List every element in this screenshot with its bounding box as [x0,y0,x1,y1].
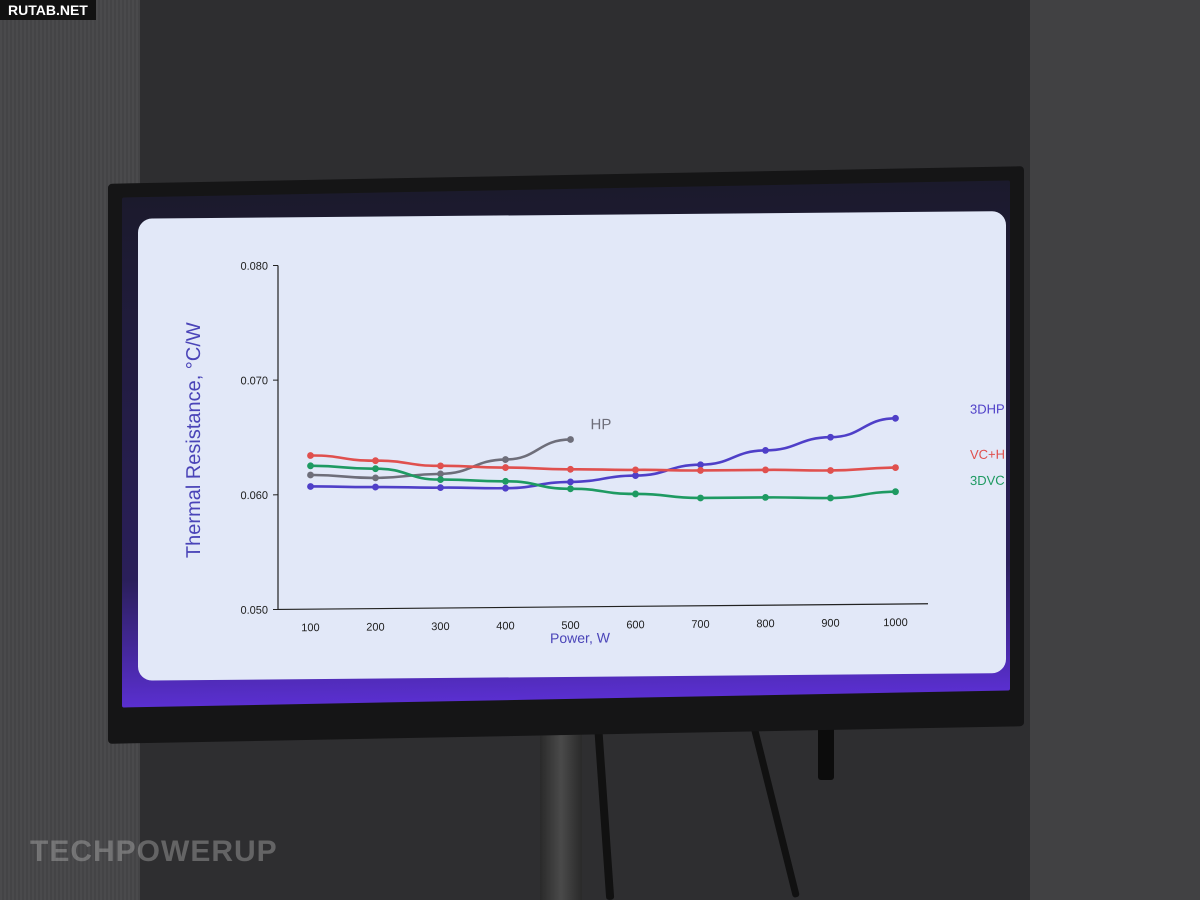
series-line-3dhp [310,417,896,490]
data-point [502,484,509,492]
data-point [632,472,639,480]
data-point [892,414,899,422]
x-tick-label: 600 [626,619,644,631]
series-label: 3DHP [970,401,1005,416]
data-point [827,467,834,474]
presentation-slide: 0.050 0.060 0.070 0.080 100 200 300 400 500 600 7… [138,211,1006,681]
data-point [307,483,314,490]
series-label: HP [591,416,612,433]
data-point [827,494,834,502]
series-line-3dvc [310,464,896,500]
data-point [697,467,704,474]
data-point [437,470,444,478]
y-tick-label: 0.070 [240,375,268,387]
data-point [827,433,834,441]
data-point [372,483,379,491]
x-tick-label: 1000 [883,617,907,629]
cable [818,720,834,780]
data-point [697,461,704,469]
x-tick-label: 200 [366,622,384,634]
watermark: TECHPOWERUP [30,835,278,868]
x-tick-label: 300 [431,621,449,633]
data-point [632,466,639,474]
series-label: VC+HP [970,447,1006,462]
y-tick-labels: 0.050 0.060 0.070 0.080 [240,261,278,617]
data-point [372,474,379,482]
data-point [632,490,639,498]
series-labels: HP 3DHP VC+HP 3DVC [591,401,1007,488]
series-line-vc-hp [310,454,896,472]
x-axis-label: Power, W [550,630,611,647]
data-point [372,465,379,473]
data-point [307,452,314,459]
x-axis-line [278,603,928,611]
data-point [762,446,769,454]
series-label: 3DVC [970,473,1005,488]
y-tick-label: 0.050 [240,605,268,617]
x-tick-label: 900 [821,618,839,630]
data-point [892,464,899,472]
x-tick-label: 400 [496,620,514,632]
x-tick-label: 100 [301,622,319,634]
data-point [892,488,899,496]
x-tick-labels: 100 200 300 400 500 600 700 800 900 1000 [301,617,907,634]
data-point [762,494,769,501]
data-point [762,466,769,474]
data-point [567,465,574,473]
series-lines [307,414,899,502]
data-point [307,462,314,470]
data-point [437,476,444,484]
data-point [567,485,574,493]
thermal-resistance-chart: 0.050 0.060 0.070 0.080 100 200 300 400 500 600 7… [183,261,1007,647]
data-point [567,478,574,486]
site-badge: RUTAB.NET [0,0,96,20]
data-point [307,471,314,479]
monitor: 0.050 0.060 0.070 0.080 100 200 300 400 500 600 7… [108,166,1024,744]
data-point [502,477,509,485]
data-point [502,464,509,471]
data-point [372,457,379,465]
data-point [437,462,444,470]
wall-right [1030,0,1200,900]
data-point [437,484,444,492]
chart-axes [277,265,928,611]
x-tick-label: 500 [561,620,579,632]
y-tick-label: 0.080 [240,261,268,273]
x-tick-label: 700 [691,619,709,631]
x-tick-label: 800 [756,618,774,630]
data-point [697,494,704,502]
data-point [567,436,574,443]
data-point [502,456,509,463]
y-axis-label: Thermal Resistance, °C/W [183,322,205,558]
y-tick-label: 0.060 [240,490,268,502]
